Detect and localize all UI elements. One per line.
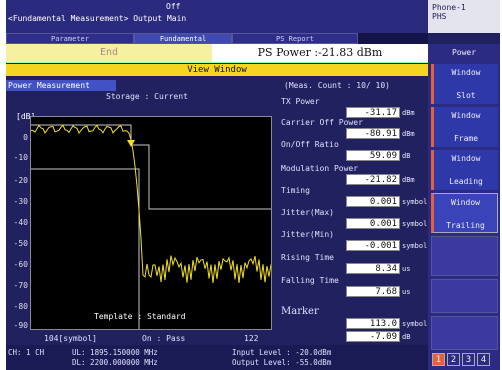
measurement-unit: symbol — [402, 220, 428, 228]
softkey-line1: Window — [451, 154, 481, 163]
softkey-line1: Window — [451, 111, 481, 120]
breadcrumb: <Fundamental Measurement> Output Main — [8, 14, 187, 23]
template-lower-limit — [31, 168, 140, 329]
measurement-label: TX Power — [281, 97, 320, 106]
y-tick-label: -80 — [13, 302, 28, 311]
y-tick-label: -70 — [13, 281, 28, 290]
measurement-label: Jitter(Max) — [281, 208, 334, 217]
window-frame-button[interactable]: Window Frame — [431, 107, 498, 147]
softkey-line2: Slot — [456, 91, 476, 100]
y-tick-label: -60 — [13, 260, 28, 269]
analyzer-screen: Off <Fundamental Measurement> Output Mai… — [6, 0, 500, 370]
phone-label: Phone-1 — [432, 3, 466, 12]
measurement-label: Falling Time — [281, 276, 339, 285]
measurement-unit: dB — [402, 152, 411, 160]
measurement-unit: us — [402, 265, 411, 273]
empty-softkey[interactable] — [431, 316, 498, 350]
system-label: PHS — [432, 12, 447, 21]
page-indicator-1[interactable]: 1 — [432, 353, 445, 366]
marker-position-value: 113.0 — [346, 318, 400, 329]
measurement-value: 0.001 — [346, 218, 400, 229]
input-level: Input Level : -20.0dBm — [232, 348, 332, 357]
title-bar: Off <Fundamental Measurement> Output Mai… — [6, 0, 428, 33]
ps-power-readout: PS Power :-21.83 dBm — [257, 46, 383, 59]
channel-label: CH: 1 CH — [8, 348, 45, 357]
softkey-line2: Frame — [453, 134, 479, 143]
softkey-line2: Trailing — [446, 221, 485, 230]
measurement-unit: symbol — [402, 198, 428, 206]
window-trailing-button[interactable]: Window Trailing — [431, 193, 498, 233]
measurement-label: Timing — [281, 186, 310, 195]
measurement-unit: us — [402, 288, 411, 296]
panel-title: Power Measurement — [6, 80, 116, 91]
y-tick-label: -40 — [13, 218, 28, 227]
marker-position-unit: symbol — [402, 320, 428, 328]
y-tick-label: -10 — [13, 153, 28, 162]
storage-label: Storage : Current — [106, 92, 188, 101]
marker-level-unit: dB — [402, 333, 411, 341]
page-indicator-3[interactable]: 3 — [462, 353, 475, 366]
tab-parameter[interactable]: Parameter — [6, 33, 134, 44]
measurement-label: Modulation Power — [281, 164, 359, 173]
empty-softkey[interactable] — [431, 279, 498, 313]
tab-ps-report[interactable]: PS Report — [232, 33, 358, 44]
measurement-label: On/Off Ratio — [281, 140, 339, 149]
softkey-title: Power — [451, 48, 477, 57]
y-tick-label: 0 — [23, 133, 28, 142]
template-label: Template : Standard — [94, 312, 186, 321]
softkey-line1: Window — [451, 68, 481, 77]
status-bar: End PS Power :-21.83 dBm — [6, 44, 428, 63]
marker-icon — [127, 140, 135, 147]
output-level: Output Level: -55.0dBm — [232, 358, 332, 367]
empty-softkey[interactable] — [431, 236, 498, 276]
downlink-frequency: DL: 2200.000000 MHz — [72, 358, 158, 367]
tab-fundamental[interactable]: Fundamental — [134, 33, 232, 44]
page-indicator-4[interactable]: 4 — [477, 353, 490, 366]
page-indicator-2[interactable]: 2 — [447, 353, 460, 366]
y-tick-label: -90 — [13, 321, 28, 330]
view-window-title: View Window — [6, 64, 428, 76]
measurement-value: -0.001 — [346, 240, 400, 251]
measurement-value: 0.001 — [346, 196, 400, 207]
template-upper-limit — [31, 124, 271, 210]
power-plot — [30, 116, 272, 330]
x-left-label: 104[symbol] — [44, 334, 97, 343]
measurement-value: 59.09 — [346, 150, 400, 161]
pass-status: On : Pass — [142, 334, 186, 343]
measurement-value: 8.34 — [346, 263, 400, 274]
softkey-line1: Window — [451, 198, 480, 207]
measurement-unit: dBm — [402, 109, 415, 117]
state-label: Off — [166, 2, 181, 11]
marker-level-value: -7.09 — [346, 331, 400, 342]
y-unit-label: [dB] — [16, 112, 36, 121]
softkey-line2: Leading — [449, 177, 483, 186]
x-right-label: 122 — [244, 334, 259, 343]
measurement-label: Jitter(Min) — [281, 230, 334, 239]
measurement-unit: dBm — [402, 176, 415, 184]
y-tick-label: -30 — [13, 197, 28, 206]
window-slot-button[interactable]: Window Slot — [431, 64, 498, 104]
measurement-value: -21.82 — [346, 174, 400, 185]
plot-svg — [30, 124, 272, 329]
phone-indicator: Phone-1 PHS — [428, 0, 500, 33]
measurement-value: -80.91 — [346, 128, 400, 139]
end-status: End — [6, 44, 212, 62]
power-trace — [30, 124, 272, 284]
footer-bar — [6, 345, 428, 370]
measurement-label: Rising Time — [281, 253, 334, 262]
window-leading-button[interactable]: Window Leading — [431, 150, 498, 190]
measurement-value: -31.17 — [346, 107, 400, 118]
measurement-value: 7.68 — [346, 286, 400, 297]
y-tick-label: -50 — [13, 239, 28, 248]
uplink-frequency: UL: 1895.150000 MHz — [72, 348, 158, 357]
measurement-label: Carrier Off Power — [281, 118, 363, 127]
meas-count: (Meas. Count : 10/ 10) — [284, 81, 390, 90]
marker-label: Marker — [281, 306, 319, 317]
measurement-unit: dBm — [402, 130, 415, 138]
measurement-unit: symbol — [402, 242, 428, 250]
y-tick-label: -20 — [13, 176, 28, 185]
